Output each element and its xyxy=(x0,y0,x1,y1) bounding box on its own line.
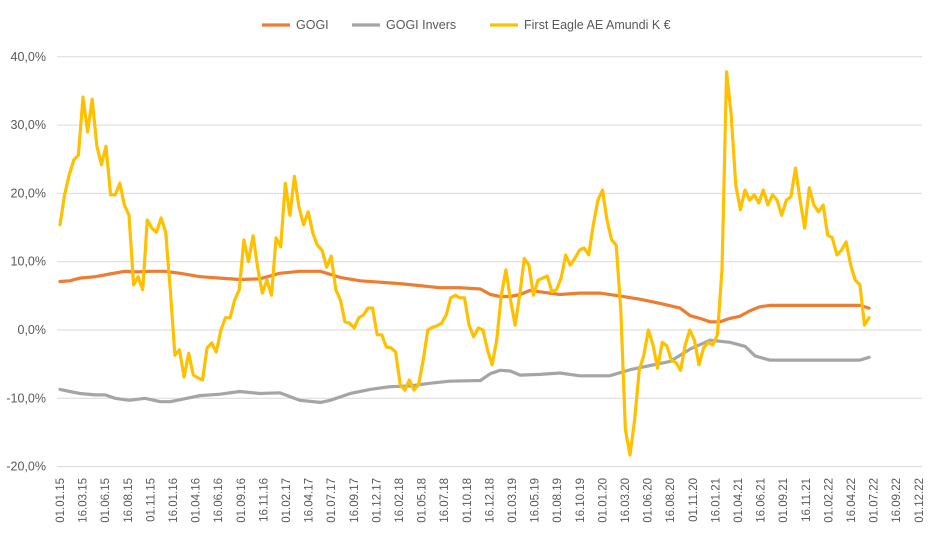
x-tick-label: 16.10.19 xyxy=(575,478,587,523)
y-tick-label: 0,0% xyxy=(18,323,47,337)
x-tick-label: 16.09.22 xyxy=(891,478,903,523)
series-lines xyxy=(58,70,871,457)
x-tick-label: 01.12.22 xyxy=(914,478,926,523)
series-line-gogi xyxy=(58,269,871,324)
series-line-first-eagle-ae-amundi-k xyxy=(58,70,871,457)
x-tick-label: 16.02.18 xyxy=(394,478,406,523)
x-tick-label: 01.01.20 xyxy=(597,478,609,523)
gridlines xyxy=(57,56,922,468)
x-tick-label: 01.05.18 xyxy=(417,478,429,523)
y-tick-label: 30,0% xyxy=(11,118,46,132)
x-tick-label: 01.08.19 xyxy=(552,478,564,523)
x-tick-label: 01.06.20 xyxy=(643,478,655,523)
legend-label: GOGI Invers xyxy=(386,18,456,32)
x-tick-label: 01.10.18 xyxy=(462,478,474,523)
x-tick-label: 16.01.21 xyxy=(710,478,722,523)
x-tick-label: 16.07.18 xyxy=(439,478,451,523)
x-tick-label: 16.08.20 xyxy=(665,478,677,523)
x-tick-label: 01.11.20 xyxy=(688,478,700,522)
y-tick-label: -10,0% xyxy=(6,391,46,405)
x-tick-label: 16.04.17 xyxy=(304,478,316,523)
x-tick-label: 01.01.15 xyxy=(55,478,67,523)
legend-item: GOGI xyxy=(262,18,329,32)
y-tick-label: 10,0% xyxy=(11,255,46,269)
x-tick-label: 16.08.15 xyxy=(123,478,135,523)
x-tick-label: 01.02.22 xyxy=(823,478,835,523)
x-tick-label: 16.04.22 xyxy=(846,478,858,523)
y-axis-tick-labels: 40,0% 30,0% 20,0% 10,0% 0,0% -10,0% -20,0% xyxy=(6,50,46,474)
x-tick-label: 01.12.17 xyxy=(371,478,383,523)
x-tick-label: 16.03.20 xyxy=(620,478,632,523)
x-axis-tick-labels: 01.01.15 16.03.15 01.06.15 16.08.15 01.11.15… xyxy=(55,478,926,523)
x-tick-label: 01.07.22 xyxy=(869,478,881,523)
x-tick-label: 16.09.17 xyxy=(349,478,361,523)
x-tick-label: 01.02.17 xyxy=(281,478,293,523)
y-tick-label: -20,0% xyxy=(6,460,46,474)
x-tick-label: 01.09.21 xyxy=(778,478,790,523)
x-tick-label: 01.07.17 xyxy=(326,478,338,523)
x-tick-label: 16.05.19 xyxy=(530,478,542,523)
x-tick-label: 16.06.16 xyxy=(213,478,225,523)
x-tick-label: 16.11.21 xyxy=(801,478,813,522)
x-tick-label: 01.06.15 xyxy=(100,478,112,523)
legend-item: First Eagle AE Amundi K € xyxy=(490,18,671,32)
y-tick-label: 20,0% xyxy=(11,186,46,200)
x-tick-label: 16.06.21 xyxy=(756,478,768,523)
legend: GOGI GOGI Invers First Eagle AE Amundi K € xyxy=(262,18,671,32)
x-tick-label: 16.03.15 xyxy=(78,478,90,523)
legend-label: First Eagle AE Amundi K € xyxy=(524,18,671,32)
x-tick-label: 01.03.19 xyxy=(507,478,519,523)
x-tick-label: 01.11.15 xyxy=(145,478,157,522)
x-tick-label: 01.04.21 xyxy=(733,478,745,523)
x-tick-label: 16.12.18 xyxy=(484,478,496,523)
x-tick-label: 16.11.16 xyxy=(258,478,270,522)
x-tick-label: 16.01.16 xyxy=(168,478,180,523)
y-tick-label: 40,0% xyxy=(11,50,46,64)
series-line-gogi-invers xyxy=(58,338,871,404)
legend-label: GOGI xyxy=(296,18,329,32)
x-tick-label: 01.09.16 xyxy=(236,478,248,523)
legend-item: GOGI Invers xyxy=(352,18,456,32)
x-tick-label: 01.04.16 xyxy=(191,478,203,523)
